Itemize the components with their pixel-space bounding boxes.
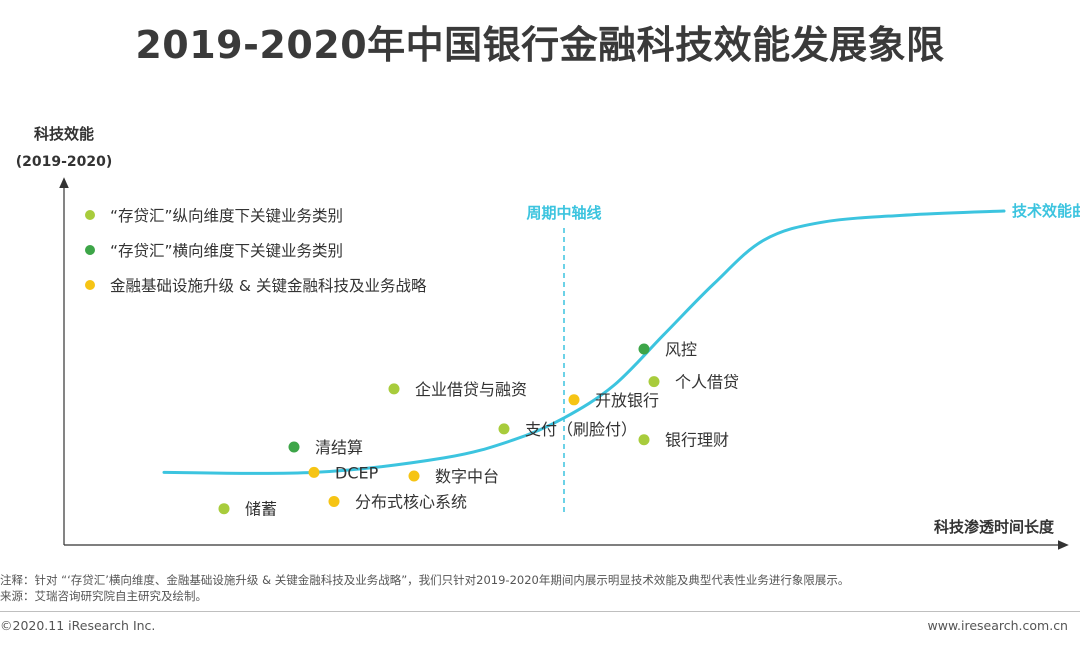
data-point-label: 银行理财 (665, 431, 729, 450)
data-point-label: 分布式核心系统 (355, 492, 467, 511)
data-point (388, 383, 400, 395)
data-point-label: 清结算 (315, 438, 363, 457)
note-text: 注释：针对 “‘存贷汇’横向维度、金融基础设施升级 & 关键金融科技及业务战略”… (0, 573, 850, 587)
legend-label-vertical: “存贷汇”纵向维度下关键业务类别 (110, 207, 343, 225)
data-point-label: 储蓄 (245, 500, 277, 519)
data-point (638, 434, 650, 446)
source-text: 来源：艾瑞咨询研究院自主研究及绘制。 (0, 589, 207, 603)
data-point (408, 470, 420, 482)
data-point-label: DCEP (335, 463, 379, 482)
legend-label-horizontal: “存贷汇”横向维度下关键业务类别 (110, 242, 343, 260)
footer-divider (0, 611, 1080, 612)
website: www.iresearch.com.cn (927, 618, 1069, 633)
y-axis-label: 科技效能 (34, 125, 94, 143)
data-point (568, 394, 580, 406)
data-point (498, 423, 510, 435)
efficiency-curve (162, 209, 1006, 475)
midline-label: 周期中轴线 (526, 204, 601, 222)
legend-marker-horizontal (85, 245, 95, 255)
data-point-label: 开放银行 (595, 391, 659, 410)
page-title: 2019-2020年中国银行金融科技效能发展象限 (135, 23, 945, 67)
x-axis-label: 科技渗透时间长度 (934, 518, 1055, 536)
data-point (638, 343, 650, 355)
data-point (288, 441, 300, 453)
data-point (328, 495, 340, 507)
data-point-label: 个人借贷 (675, 373, 739, 392)
data-point-label: 风控 (665, 340, 697, 359)
data-point-label: 支付（刷脸付） (525, 420, 637, 439)
legend-label-infra: 金融基础设施升级 & 关键金融科技及业务战略 (110, 277, 427, 295)
data-point (218, 503, 230, 515)
copyright: ©2020.11 iResearch Inc. (0, 618, 156, 633)
data-point-label: 数字中台 (435, 467, 499, 486)
curve-label: 技术效能曲线 (1012, 202, 1080, 220)
legend-marker-vertical (85, 210, 95, 220)
data-point (308, 466, 320, 478)
legend-marker-infra (85, 280, 95, 290)
data-point (648, 376, 660, 388)
quadrant-chart: 科技效能 (2019-2020) 科技渗透时间长度 周期中轴线 技术效能曲线 “… (16, 125, 1080, 550)
y-axis-sublabel: (2019-2020) (16, 154, 113, 170)
notes: 注释：针对 “‘存贷汇’横向维度、金融基础设施升级 & 关键金融科技及业务战略”… (0, 572, 1080, 604)
data-point-label: 企业借贷与融资 (415, 380, 527, 399)
